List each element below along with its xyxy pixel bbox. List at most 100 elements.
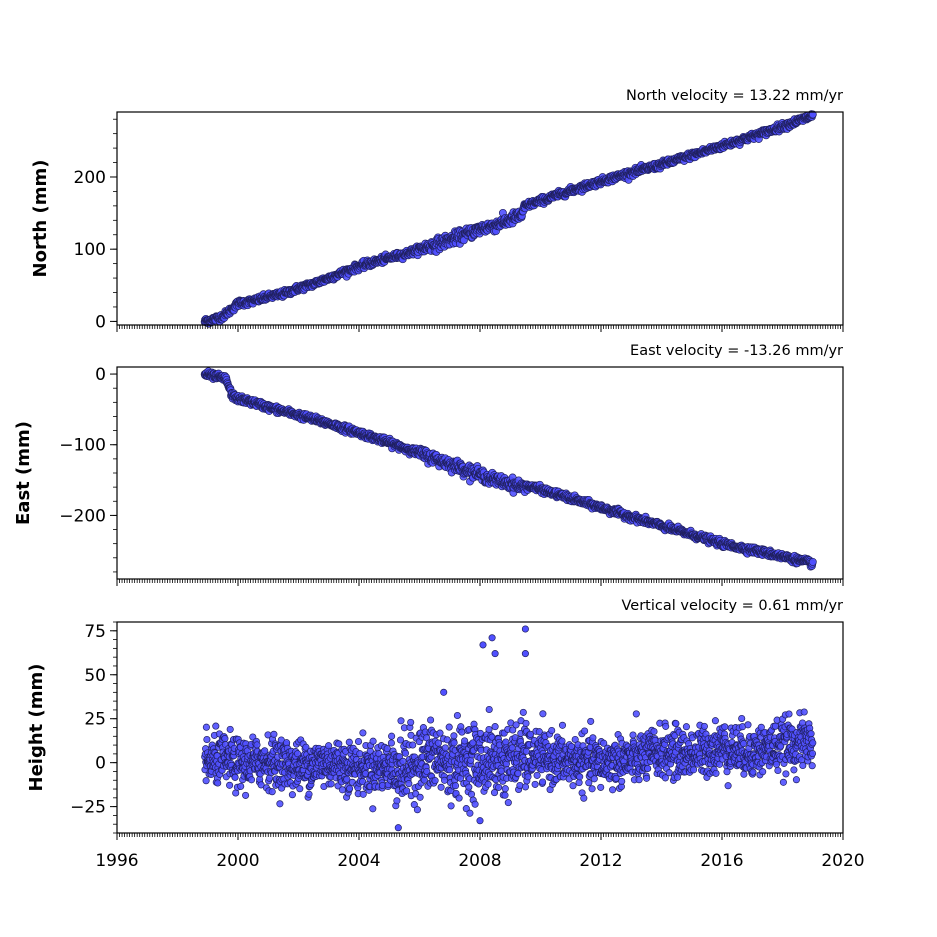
data-point bbox=[569, 782, 577, 790]
data-point bbox=[519, 708, 527, 716]
data-point bbox=[387, 739, 395, 747]
data-point bbox=[296, 785, 304, 793]
east-y-label: East (mm) bbox=[13, 421, 34, 525]
north-scatter bbox=[200, 110, 817, 328]
data-point bbox=[268, 788, 276, 796]
data-point bbox=[214, 779, 222, 787]
data-point bbox=[202, 777, 210, 785]
east-velocity-title: East velocity = -13.26 mm/yr bbox=[630, 343, 843, 359]
data-point bbox=[465, 783, 473, 791]
data-point bbox=[401, 749, 410, 757]
data-point bbox=[221, 735, 229, 743]
data-point bbox=[388, 732, 396, 740]
data-point bbox=[471, 800, 479, 808]
data-point bbox=[427, 716, 435, 724]
data-point bbox=[451, 782, 460, 790]
data-point bbox=[522, 719, 530, 727]
data-point bbox=[497, 767, 505, 775]
data-point bbox=[345, 738, 353, 746]
data-point bbox=[437, 783, 445, 791]
y-tick-label: 0 bbox=[95, 365, 106, 385]
data-point bbox=[335, 740, 343, 748]
data-point bbox=[447, 802, 455, 810]
data-point bbox=[393, 797, 401, 805]
data-point bbox=[383, 745, 391, 753]
data-point bbox=[558, 737, 566, 745]
data-point bbox=[445, 723, 453, 731]
data-point bbox=[212, 722, 220, 730]
data-point bbox=[461, 737, 469, 745]
data-point bbox=[504, 799, 512, 807]
data-point bbox=[397, 717, 405, 725]
data-point bbox=[253, 741, 261, 749]
data-point bbox=[436, 729, 444, 737]
data-point bbox=[441, 744, 449, 752]
data-point bbox=[226, 725, 234, 733]
data-point bbox=[455, 794, 463, 802]
data-point bbox=[420, 776, 428, 784]
y-tick-label: 100 bbox=[74, 240, 106, 260]
data-point bbox=[231, 773, 239, 781]
data-point bbox=[548, 726, 556, 735]
y-tick-label: 0 bbox=[95, 312, 106, 332]
data-point bbox=[453, 711, 461, 720]
data-point bbox=[484, 780, 492, 788]
north-panel: 0 100 200 North (mm) North velocity = 13.2… bbox=[30, 88, 844, 332]
data-point bbox=[531, 780, 539, 788]
data-point bbox=[203, 735, 211, 744]
data-point bbox=[409, 741, 417, 749]
data-point bbox=[242, 791, 250, 799]
data-point bbox=[305, 790, 313, 798]
data-point bbox=[491, 723, 499, 731]
data-point bbox=[247, 776, 256, 784]
data-point bbox=[495, 783, 503, 791]
north-y-label: North (mm) bbox=[30, 160, 51, 278]
data-point bbox=[485, 725, 493, 734]
data-point bbox=[354, 737, 363, 746]
data-point bbox=[501, 785, 509, 793]
data-point bbox=[261, 747, 269, 755]
data-point bbox=[359, 790, 367, 798]
data-point bbox=[202, 723, 210, 731]
data-point bbox=[458, 728, 466, 736]
data-point bbox=[539, 778, 547, 786]
data-point bbox=[413, 806, 421, 814]
data-point bbox=[450, 739, 458, 747]
data-point bbox=[416, 793, 424, 801]
data-point bbox=[359, 729, 367, 737]
data-point bbox=[276, 800, 284, 808]
data-point bbox=[521, 783, 530, 791]
data-point bbox=[403, 787, 411, 795]
data-point bbox=[450, 732, 458, 740]
data-point bbox=[369, 805, 377, 813]
y-tick-label: −200 bbox=[59, 506, 106, 526]
data-point bbox=[467, 790, 476, 798]
data-point bbox=[405, 780, 413, 788]
data-point bbox=[539, 710, 547, 718]
data-point bbox=[407, 718, 415, 726]
data-point bbox=[466, 809, 474, 817]
data-point bbox=[567, 742, 575, 751]
data-point bbox=[226, 781, 234, 789]
data-point bbox=[434, 739, 442, 747]
data-point bbox=[399, 757, 407, 765]
data-point bbox=[431, 777, 439, 785]
data-point bbox=[524, 773, 532, 781]
data-point bbox=[502, 738, 510, 746]
data-point bbox=[446, 766, 454, 774]
data-point bbox=[346, 784, 354, 793]
data-point bbox=[508, 744, 516, 752]
data-point bbox=[808, 557, 817, 566]
data-point bbox=[369, 737, 377, 745]
data-point bbox=[327, 780, 335, 788]
data-point bbox=[288, 791, 296, 799]
data-point bbox=[237, 782, 245, 790]
data-point bbox=[558, 721, 567, 729]
north-velocity-title: North velocity = 13.22 mm/yr bbox=[626, 88, 843, 104]
data-point bbox=[485, 705, 493, 714]
data-point bbox=[501, 791, 509, 799]
y-tick-label: 200 bbox=[74, 168, 106, 188]
data-point bbox=[533, 771, 541, 779]
y-tick-label: −100 bbox=[59, 436, 106, 456]
